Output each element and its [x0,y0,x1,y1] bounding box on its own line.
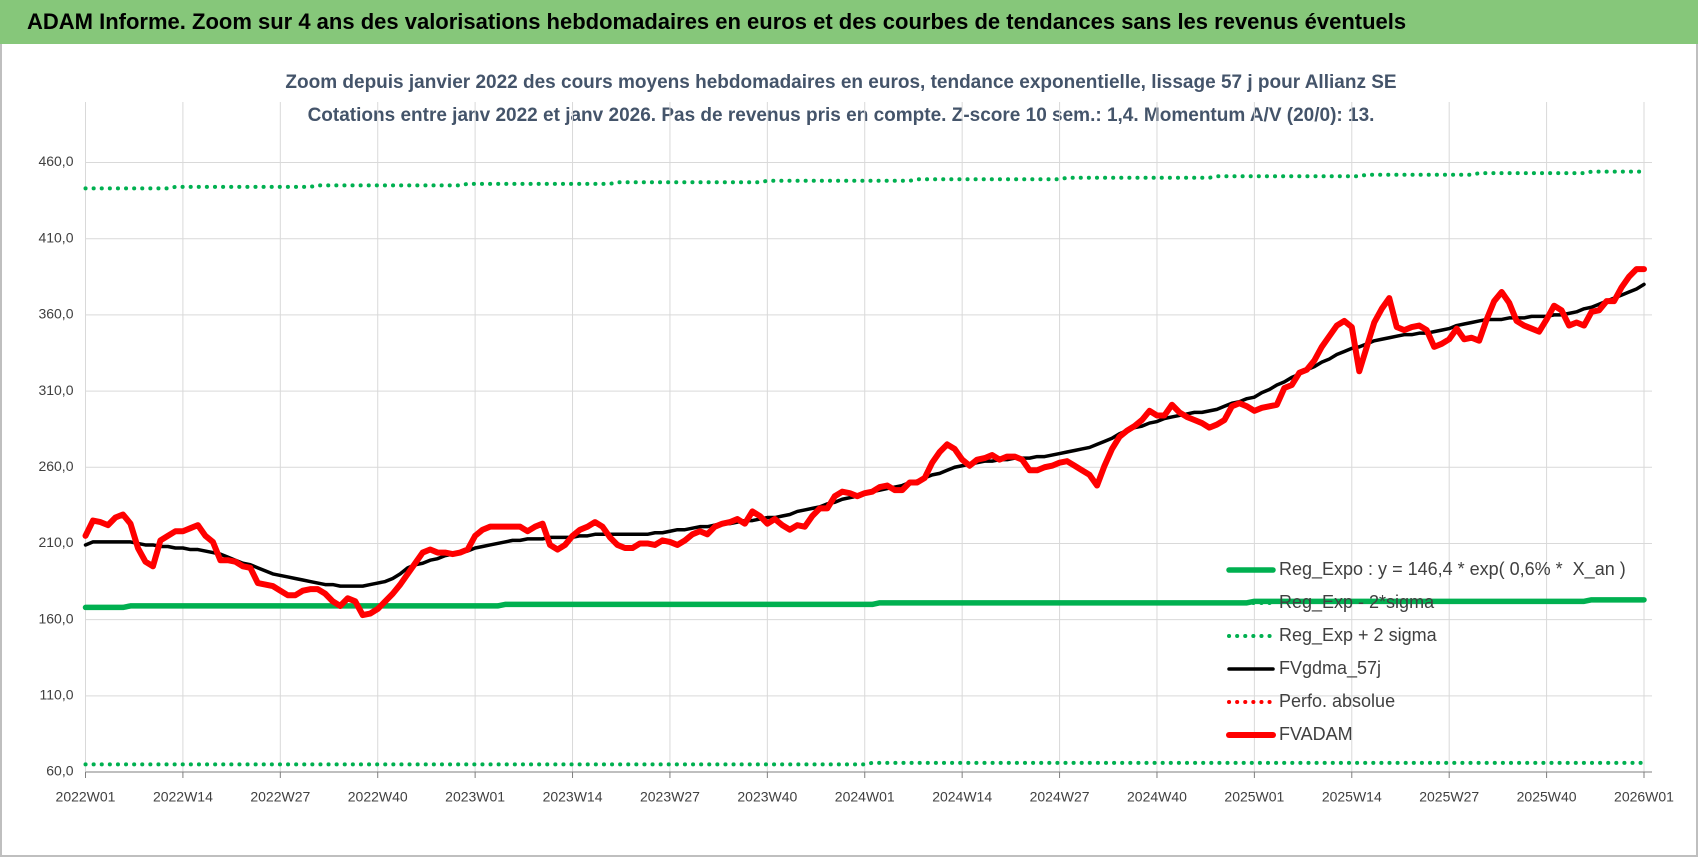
x-tick-label: 2023W14 [543,789,603,805]
legend-label: FVgdma_57j [1279,658,1381,679]
legend-label: Reg_Exp + 2 sigma [1279,625,1438,646]
y-tick-label: 460,0 [38,153,73,169]
legend-label: FVADAM [1279,724,1353,744]
legend-label: Perfo. absolue [1279,691,1395,711]
x-tick-label: 2024W14 [932,789,992,805]
series-line [83,760,1646,767]
y-tick-label: 260,0 [38,458,73,474]
chart-subtitle: Cotations entre janv 2022 et janv 2026. … [308,105,1375,126]
y-tick-label: 310,0 [38,382,73,398]
x-tick-label: 2025W01 [1224,789,1284,805]
lines [82,169,1647,767]
series-line [83,169,1646,191]
legend-label: Reg_Exp - 2*sigma [1279,592,1435,613]
x-tick-label: 2022W14 [153,789,213,805]
x-tick-label: 2024W27 [1030,789,1090,805]
x-tick-label: 2022W27 [250,789,310,805]
y-tick-label: 210,0 [38,534,73,550]
x-tick-label: 2023W40 [737,789,797,805]
header-title: ADAM Informe. Zoom sur 4 ans des valoris… [27,9,1406,34]
x-tick-label: 2025W14 [1322,789,1382,805]
y-tick-label: 160,0 [38,610,73,626]
chart-title: Zoom depuis janvier 2022 des cours moyen… [285,72,1396,93]
y-tick-label: 60,0 [46,763,73,779]
y-tick-label: 110,0 [40,687,74,703]
legend: Reg_Expo : y = 146,4 * exp( 0,6% * X_an … [1226,559,1626,744]
x-tick-label: 2022W40 [348,789,408,805]
header-bar [0,0,1698,44]
x-tick-label: 2022W01 [56,789,116,805]
x-tick-label: 2023W01 [445,789,505,805]
x-tick-label: 2024W40 [1127,789,1187,805]
legend-label: Reg_Expo : y = 146,4 * exp( 0,6% * X_an … [1279,559,1626,580]
x-tick-label: 2024W01 [835,789,895,805]
series-line [82,597,1647,611]
x-tick-label: 2025W40 [1517,789,1577,805]
x-tick-label: 2026W01 [1614,789,1674,805]
y-tick-label: 410,0 [38,229,73,245]
grid: 60,0 110,0 160,0 210,0 260,0 310,0 360,0 410,0 4… [38,102,1674,805]
x-tick-label: 2023W27 [640,789,700,805]
y-tick-label: 360,0 [38,306,73,322]
series-line [82,266,1647,619]
x-tick-label: 2025W27 [1419,789,1479,805]
